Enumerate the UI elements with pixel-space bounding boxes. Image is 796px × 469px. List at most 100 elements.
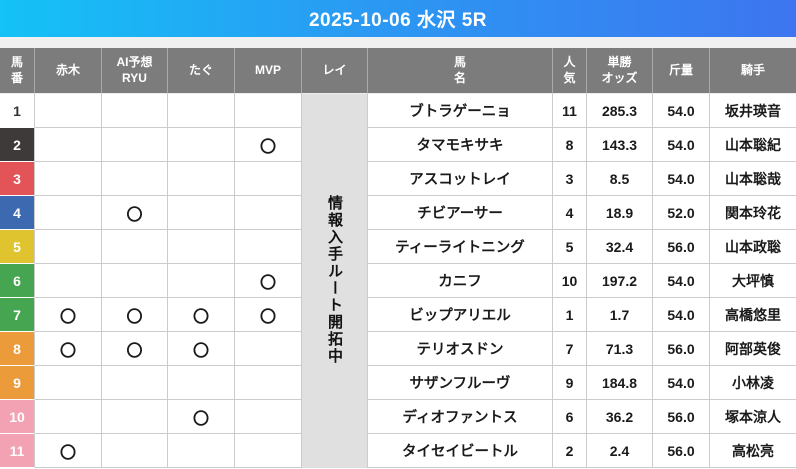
horse-number-cell: 9 xyxy=(0,366,35,400)
horse-number-cell: 10 xyxy=(0,400,35,434)
akagi-mark-cell xyxy=(35,230,102,264)
weight-cell: 56.0 xyxy=(653,434,710,468)
mvp-mark-cell xyxy=(235,230,302,264)
jockey-cell: 山本政聡 xyxy=(710,230,796,264)
tagu-mark-cell xyxy=(168,264,235,298)
weight-cell: 54.0 xyxy=(653,128,710,162)
table-row: 1 情報入手ルート開拓中 ブトラゲーニョ 11 285.3 54.0 坂井瑛音 xyxy=(0,94,796,468)
popularity-cell: 10 xyxy=(553,264,587,298)
horse-number-cell: 4 xyxy=(0,196,35,230)
akagi-mark-cell xyxy=(35,400,102,434)
table-row: 5 ティーライトニング 5 32.4 56.0 山本政聡 xyxy=(0,230,796,264)
mvp-mark-cell: 〇 xyxy=(235,264,302,298)
tagu-mark-cell xyxy=(168,196,235,230)
jockey-cell: 山本聡紀 xyxy=(710,128,796,162)
mvp-mark-cell xyxy=(235,94,302,128)
mvp-mark-cell xyxy=(235,196,302,230)
mvp-mark-cell xyxy=(235,366,302,400)
popularity-cell: 4 xyxy=(553,196,587,230)
akagi-mark-cell: 〇 xyxy=(35,332,102,366)
ai-yosou-ryu-mark-cell xyxy=(102,230,168,264)
col-header-weight: 斤量 xyxy=(653,48,710,94)
odds-cell: 285.3 xyxy=(587,94,653,128)
col-header-horse-number: 馬 番 xyxy=(0,48,35,94)
jockey-cell: 小林凌 xyxy=(710,366,796,400)
odds-cell: 36.2 xyxy=(587,400,653,434)
akagi-mark-cell xyxy=(35,128,102,162)
popularity-cell: 8 xyxy=(553,128,587,162)
table-row: 6 〇 カニフ 10 197.2 54.0 大坪慎 xyxy=(0,264,796,298)
horse-name-cell: ディオファントス xyxy=(368,400,553,434)
tagu-mark-cell xyxy=(168,94,235,128)
horse-number-cell: 2 xyxy=(0,128,35,162)
odds-cell: 1.7 xyxy=(587,298,653,332)
weight-cell: 54.0 xyxy=(653,162,710,196)
akagi-mark-cell: 〇 xyxy=(35,298,102,332)
jockey-cell: 大坪慎 xyxy=(710,264,796,298)
horse-name-cell: ブトラゲーニョ xyxy=(368,94,553,128)
ai-yosou-ryu-mark-cell xyxy=(102,94,168,128)
mvp-mark-cell xyxy=(235,332,302,366)
weight-cell: 54.0 xyxy=(653,264,710,298)
tagu-mark-cell: 〇 xyxy=(168,332,235,366)
horse-number-cell: 11 xyxy=(0,434,35,468)
odds-cell: 18.9 xyxy=(587,196,653,230)
tagu-mark-cell: 〇 xyxy=(168,298,235,332)
horse-name-cell: ティーライトニング xyxy=(368,230,553,264)
akagi-mark-cell: 〇 xyxy=(35,434,102,468)
horse-name-cell: アスコットレイ xyxy=(368,162,553,196)
ai-yosou-ryu-mark-cell xyxy=(102,434,168,468)
tagu-mark-cell: 〇 xyxy=(168,400,235,434)
col-header-mvp: MVP xyxy=(235,48,302,94)
horse-number-cell: 6 xyxy=(0,264,35,298)
horse-number-cell: 5 xyxy=(0,230,35,264)
weight-cell: 54.0 xyxy=(653,366,710,400)
col-header-horse-name: 馬 名 xyxy=(368,48,553,94)
jockey-cell: 高松亮 xyxy=(710,434,796,468)
jockey-cell: 坂井瑛音 xyxy=(710,94,796,128)
horse-name-cell: タマモキサキ xyxy=(368,128,553,162)
popularity-cell: 11 xyxy=(553,94,587,128)
jockey-cell: 山本聡哉 xyxy=(710,162,796,196)
weight-cell: 56.0 xyxy=(653,332,710,366)
race-table: 馬 番 赤木 AI予想 RYU たぐ MVP レイ 馬 名 人 気 単勝 オッズ… xyxy=(0,48,796,468)
col-header-rei: レイ xyxy=(302,48,368,94)
jockey-cell: 塚本涼人 xyxy=(710,400,796,434)
ai-yosou-ryu-mark-cell: 〇 xyxy=(102,298,168,332)
popularity-cell: 5 xyxy=(553,230,587,264)
tagu-mark-cell xyxy=(168,366,235,400)
rei-notice-vertical-text: 情報入手ルート開拓中 xyxy=(326,194,343,365)
mvp-mark-cell: 〇 xyxy=(235,298,302,332)
race-title: 2025-10-06 水沢 5R xyxy=(308,10,488,31)
table-row: 9 サザンフルーヴ 9 184.8 54.0 小林凌 xyxy=(0,366,796,400)
table-row: 10 〇 ディオファントス 6 36.2 56.0 塚本涼人 xyxy=(0,400,796,434)
tagu-mark-cell xyxy=(168,162,235,196)
race-table-body: 1 情報入手ルート開拓中 ブトラゲーニョ 11 285.3 54.0 坂井瑛音 … xyxy=(0,94,796,468)
col-header-jockey: 騎手 xyxy=(710,48,796,94)
mvp-mark-cell xyxy=(235,162,302,196)
horse-name-cell: タイセイビートル xyxy=(368,434,553,468)
akagi-mark-cell xyxy=(35,264,102,298)
table-row: 3 アスコットレイ 3 8.5 54.0 山本聡哉 xyxy=(0,162,796,196)
akagi-mark-cell xyxy=(35,162,102,196)
horse-number-cell: 8 xyxy=(0,332,35,366)
popularity-cell: 1 xyxy=(553,298,587,332)
horse-number-cell: 3 xyxy=(0,162,35,196)
tagu-mark-cell xyxy=(168,128,235,162)
odds-cell: 184.8 xyxy=(587,366,653,400)
popularity-cell: 7 xyxy=(553,332,587,366)
jockey-cell: 阿部英俊 xyxy=(710,332,796,366)
odds-cell: 2.4 xyxy=(587,434,653,468)
mvp-mark-cell xyxy=(235,434,302,468)
popularity-cell: 3 xyxy=(553,162,587,196)
ai-yosou-ryu-mark-cell xyxy=(102,162,168,196)
col-header-akagi: 赤木 xyxy=(35,48,102,94)
tagu-mark-cell xyxy=(168,230,235,264)
header-row: 馬 番 赤木 AI予想 RYU たぐ MVP レイ 馬 名 人 気 単勝 オッズ… xyxy=(0,48,796,94)
col-header-ai-yosou-ryu: AI予想 RYU xyxy=(102,48,168,94)
ai-yosou-ryu-mark-cell xyxy=(102,366,168,400)
horse-name-cell: カニフ xyxy=(368,264,553,298)
weight-cell: 52.0 xyxy=(653,196,710,230)
jockey-cell: 関本玲花 xyxy=(710,196,796,230)
ai-yosou-ryu-mark-cell: 〇 xyxy=(102,196,168,230)
